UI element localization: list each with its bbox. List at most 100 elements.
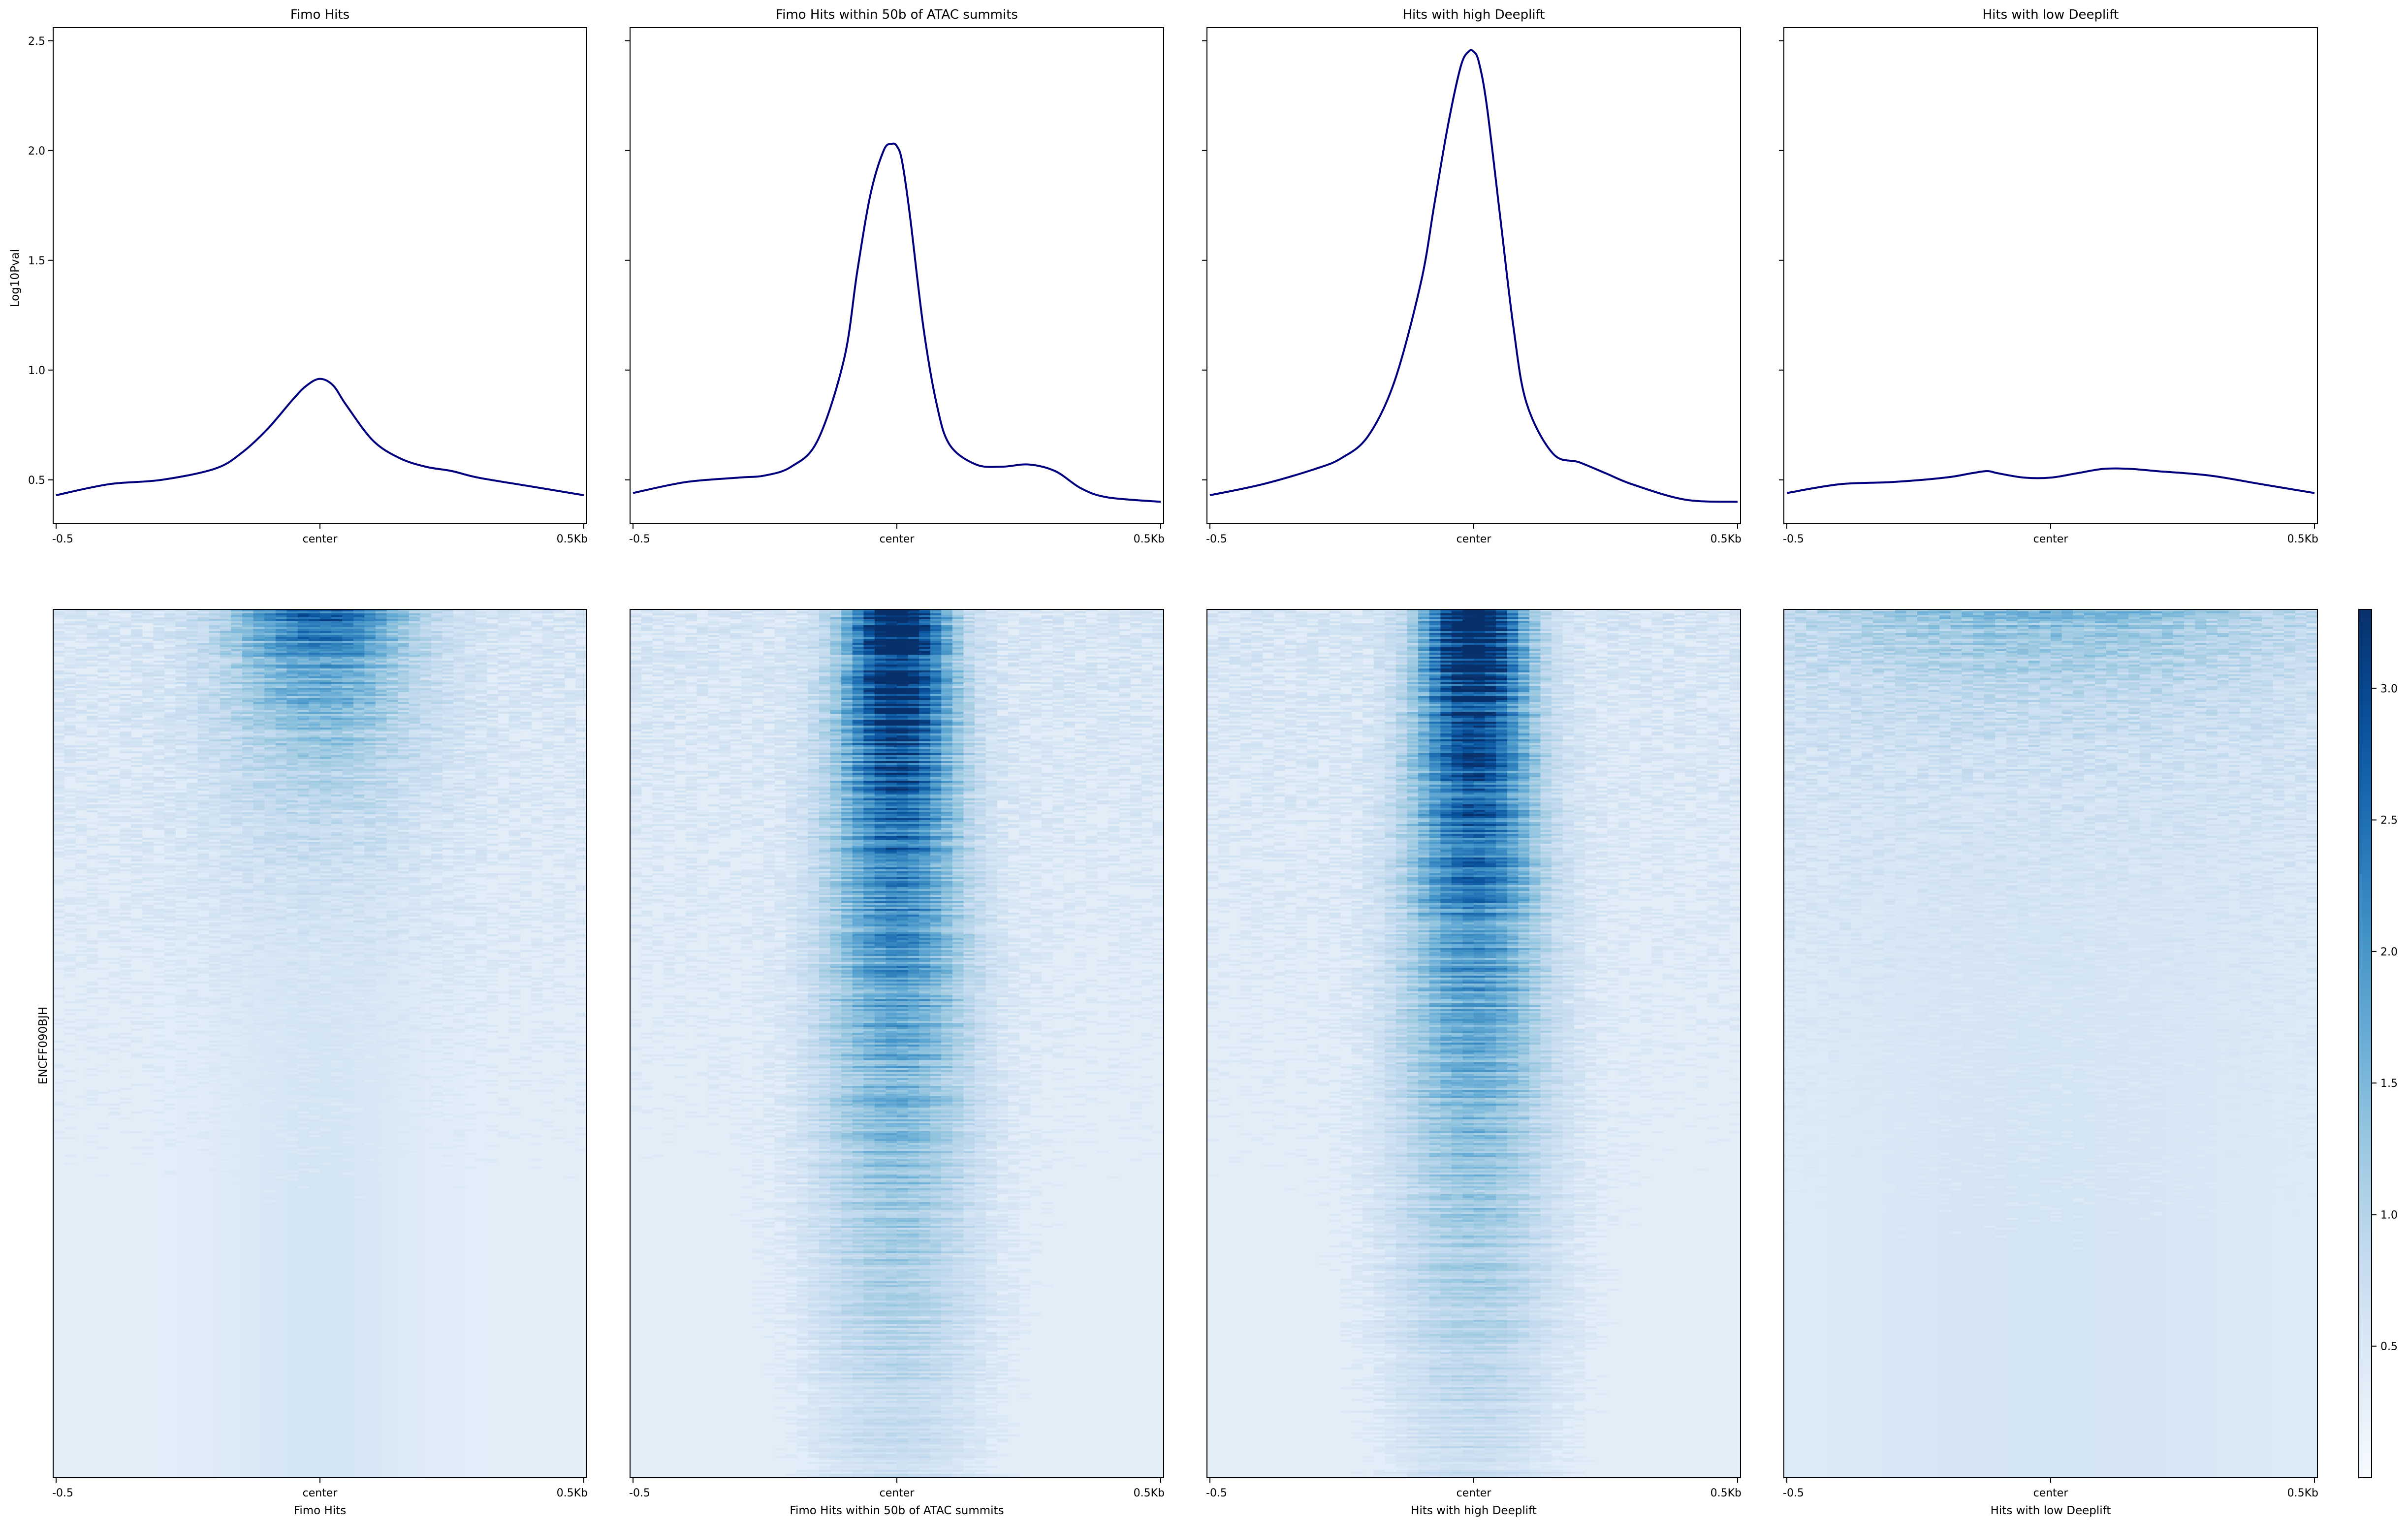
heatmap-cell: [409, 798, 420, 800]
heatmap-cell: [264, 842, 276, 844]
heatmap-cell: [64, 751, 76, 753]
heatmap-cell: [420, 623, 431, 625]
heatmap-cell: [220, 783, 231, 785]
heatmap-cell: [431, 692, 443, 694]
heatmap-cell: [220, 643, 231, 645]
heatmap-cell: [253, 619, 265, 621]
heatmap-cell: [387, 661, 398, 663]
heatmap-cell: [553, 749, 565, 751]
heatmap-cell: [531, 611, 542, 613]
heatmap-cell: [409, 844, 420, 846]
heatmap-cell: [220, 696, 231, 698]
heatmap-cell: [575, 655, 587, 657]
heatmap-cell: [487, 645, 498, 647]
heatmap-cell: [331, 718, 343, 720]
heatmap-cell: [187, 688, 198, 690]
heatmap-cell: [175, 629, 187, 631]
heatmap-cell: [353, 793, 365, 794]
heatmap-cell: [331, 787, 343, 789]
heatmap-cell: [97, 706, 109, 708]
heatmap-cell: [309, 657, 320, 659]
heatmap-cell: [164, 759, 176, 761]
heatmap-cell: [286, 724, 298, 726]
heatmap-cell: [231, 672, 242, 674]
heatmap-cell: [231, 804, 242, 806]
heatmap-cell: [487, 702, 498, 704]
heatmap-cell: [398, 808, 409, 810]
heatmap-cell: [542, 718, 554, 720]
heatmap-cell: [264, 840, 276, 842]
heatmap-cell: [342, 804, 353, 806]
heatmap-cell: [264, 694, 276, 696]
heatmap-cell: [87, 663, 98, 665]
heatmap-cell: [409, 765, 420, 767]
heatmap-cell: [309, 710, 320, 712]
heatmap-cell: [409, 667, 420, 668]
heatmap-cell: [53, 635, 64, 637]
heatmap-cell: [420, 692, 431, 694]
heatmap-cell: [420, 775, 431, 777]
heatmap-cell: [453, 735, 465, 737]
heatmap-cell: [109, 617, 120, 619]
heatmap-cell: [542, 627, 554, 629]
heatmap-cell: [187, 806, 198, 808]
heatmap-cell: [320, 826, 331, 828]
heatmap-cell: [575, 619, 587, 621]
heatmap-cell: [342, 731, 353, 733]
heatmap-cell: [364, 694, 376, 696]
heatmap-cell: [420, 806, 431, 808]
heatmap-cell: [142, 844, 154, 846]
heatmap-cell: [431, 716, 443, 718]
heatmap-cell: [376, 665, 387, 667]
heatmap-cell: [220, 777, 231, 779]
heatmap-cell: [553, 745, 565, 747]
heatmap-cell: [364, 794, 376, 796]
heatmap-cell: [320, 623, 331, 625]
heatmap-cell: [264, 771, 276, 773]
heatmap-cell: [64, 767, 76, 769]
heatmap-cell: [187, 647, 198, 649]
heatmap-cell: [320, 791, 331, 793]
heatmap-cell: [376, 708, 387, 710]
heatmap-cell: [286, 661, 298, 663]
heatmap-cell: [220, 791, 231, 793]
heatmap-cell: [276, 824, 287, 826]
heatmap-cell: [475, 755, 487, 757]
heatmap-cell: [153, 692, 164, 694]
heatmap-cell: [364, 775, 376, 777]
heatmap-cell: [198, 647, 209, 649]
heatmap-cell: [109, 779, 120, 781]
heatmap-cell: [376, 763, 387, 765]
heatmap-cell: [420, 757, 431, 759]
heatmap-cell: [575, 720, 587, 722]
heatmap-cell: [553, 643, 565, 645]
heatmap-cell: [431, 804, 443, 806]
heatmap-cell: [264, 730, 276, 731]
heatmap-cell: [120, 659, 131, 661]
heatmap-cell: [187, 710, 198, 712]
heatmap-cell: [309, 613, 320, 615]
heatmap-cell: [498, 678, 509, 680]
heatmap-cell: [242, 665, 253, 667]
heatmap-cell: [309, 680, 320, 682]
heatmap-cell: [164, 720, 176, 722]
heatmap-cell: [242, 765, 253, 767]
heatmap-cell: [231, 828, 242, 830]
heatmap-cell: [431, 820, 443, 822]
heatmap-cell: [309, 741, 320, 743]
heatmap-cell: [97, 822, 109, 824]
heatmap-cell: [276, 710, 287, 712]
heatmap-cell: [242, 706, 253, 708]
heatmap-cell: [164, 611, 176, 613]
heatmap-cell: [531, 649, 542, 651]
heatmap-cell: [276, 739, 287, 741]
heatmap-cell: [498, 617, 509, 619]
heatmap-cell: [398, 698, 409, 700]
heatmap-cell: [364, 834, 376, 836]
heatmap-cell: [87, 759, 98, 761]
heatmap-cell: [520, 765, 532, 767]
heatmap-cell: [320, 682, 331, 684]
heatmap-cell: [64, 808, 76, 810]
heatmap-cell: [542, 743, 554, 745]
heatmap-cell: [420, 747, 431, 749]
